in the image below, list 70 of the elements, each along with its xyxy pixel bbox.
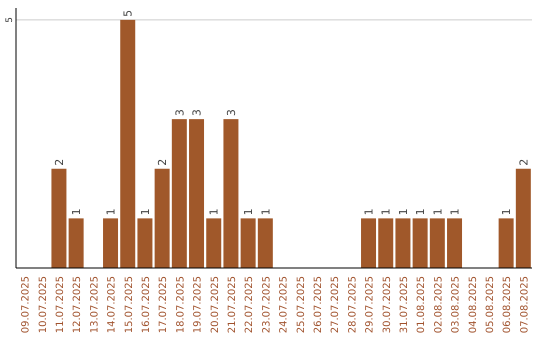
bar — [240, 218, 256, 268]
x-tick-label: 04.08.2025 — [468, 276, 479, 334]
bar — [223, 119, 238, 268]
x-tick-label: 03.08.2025 — [450, 276, 462, 334]
x-tick-label: 29.07.2025 — [364, 276, 376, 334]
data-label: 1 — [500, 208, 514, 216]
x-tick-label: 24.07.2025 — [278, 276, 290, 334]
x-tick-label: 07.08.2025 — [519, 276, 530, 334]
data-label: 5 — [122, 10, 135, 17]
x-tick-label: 30.07.2025 — [382, 276, 393, 334]
bar — [172, 119, 187, 268]
x-tick-label: 28.07.2025 — [347, 276, 358, 334]
bar — [498, 218, 514, 268]
bar — [430, 218, 445, 268]
bar — [412, 218, 428, 268]
x-tick-label: 14.07.2025 — [106, 276, 118, 334]
bar — [447, 218, 462, 268]
bar — [137, 218, 152, 268]
data-label: 1 — [259, 208, 272, 216]
x-tick-label: 16.07.2025 — [141, 276, 152, 334]
x-tick-label: 31.07.2025 — [399, 276, 410, 334]
bar — [154, 168, 170, 268]
x-tick-label: 11.07.2025 — [55, 276, 66, 334]
x-tick-label: 19.07.2025 — [192, 276, 204, 334]
data-label: 1 — [138, 208, 152, 216]
x-tick-label: 13.07.2025 — [89, 276, 100, 334]
x-tick-label: 18.07.2025 — [175, 276, 186, 334]
data-label: 1 — [414, 208, 428, 216]
data-label: 3 — [190, 109, 204, 116]
data-label: 1 — [242, 208, 256, 216]
x-tick-label: 06.08.2025 — [502, 276, 514, 334]
data-label: 1 — [396, 208, 410, 216]
x-tick-label: 22.07.2025 — [244, 276, 256, 334]
bar — [68, 218, 84, 268]
bar — [395, 218, 410, 268]
bar — [516, 168, 531, 268]
data-label: 2 — [517, 158, 530, 166]
x-tick-label: 09.07.2025 — [20, 276, 32, 334]
data-label: 1 — [448, 208, 462, 216]
data-label: 2 — [52, 158, 66, 166]
x-tick-label: 15.07.2025 — [124, 276, 135, 334]
data-label: 1 — [362, 208, 376, 216]
data-label: 1 — [380, 208, 393, 216]
bar — [51, 168, 66, 268]
x-tick-label: 02.08.2025 — [433, 276, 444, 334]
bar — [258, 218, 273, 268]
bar — [206, 218, 222, 268]
x-tick-label: 23.07.2025 — [261, 276, 272, 334]
x-tick-label: 10.07.2025 — [38, 276, 49, 334]
x-tick-label: 20.07.2025 — [210, 276, 221, 334]
data-label: 1 — [431, 208, 444, 216]
x-tick-label: 27.07.2025 — [330, 276, 342, 334]
data-label: 1 — [208, 208, 221, 216]
data-label: 2 — [156, 158, 170, 166]
x-tick-label: 01.08.2025 — [416, 276, 428, 334]
data-label: 1 — [104, 208, 118, 216]
data-label: 1 — [70, 208, 84, 216]
x-tick-label: 05.08.2025 — [485, 276, 496, 334]
x-tick-label: 21.07.2025 — [227, 276, 238, 334]
data-label: 3 — [224, 109, 238, 116]
bar — [361, 218, 376, 268]
bar — [189, 119, 204, 268]
data-label: 3 — [173, 109, 186, 116]
bar — [378, 218, 394, 268]
bar — [120, 20, 136, 268]
x-tick-label: 26.07.2025 — [313, 276, 324, 334]
x-tick-label: 25.07.2025 — [296, 276, 307, 334]
x-tick-label: 12.07.2025 — [72, 276, 84, 334]
x-tick-label: 17.07.2025 — [158, 276, 170, 334]
bar — [103, 218, 118, 268]
